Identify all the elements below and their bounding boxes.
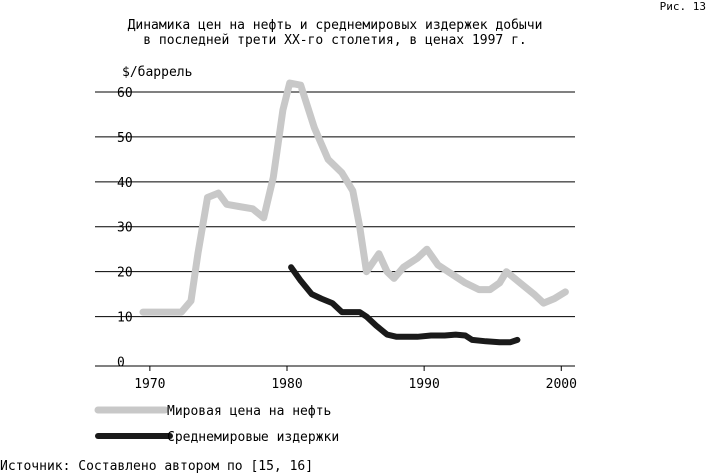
figure-label: Рис. 13	[659, 0, 706, 13]
gridlines	[95, 91, 575, 371]
x-tick-labels: 1970 1980 1990 2000	[134, 377, 577, 392]
y-tick-label-30: 30	[117, 221, 133, 236]
x-tick-label-1990: 1990	[408, 377, 439, 392]
legend: Мировая цена на нефть Среднемировые издер…	[94, 404, 339, 445]
series-line-1	[139, 79, 569, 316]
x-tick-label-1970: 1970	[134, 377, 165, 392]
y-tick-labels: 0 10 20 30 40 50 60	[117, 86, 133, 371]
chart-title-line-2: в последней трети XX-го столетия, в цена…	[143, 33, 527, 48]
legend-label-1: Мировая цена на нефть	[167, 404, 331, 419]
y-tick-label-0: 0	[117, 356, 125, 371]
x-tick-label-2000: 2000	[546, 377, 577, 392]
source-note: Источник: Составлено автором по [15, 16]	[0, 459, 314, 474]
y-tick-label-50: 50	[117, 131, 133, 146]
x-tick-label-1980: 1980	[271, 377, 302, 392]
y-tick-label-20: 20	[117, 266, 133, 281]
chart-title-line-1: Динамика цен на нефть и среднемировых из…	[127, 18, 543, 33]
y-axis-label: $/баррель	[122, 65, 192, 80]
series-lines	[139, 79, 569, 346]
y-tick-label-10: 10	[117, 311, 133, 326]
series-line-2	[288, 264, 521, 346]
chart-title: Динамика цен на нефть и среднемировых из…	[0, 18, 670, 48]
y-tick-label-60: 60	[117, 86, 133, 101]
legend-label-2: Среднемировые издержки	[167, 430, 339, 445]
y-tick-label-40: 40	[117, 176, 133, 191]
